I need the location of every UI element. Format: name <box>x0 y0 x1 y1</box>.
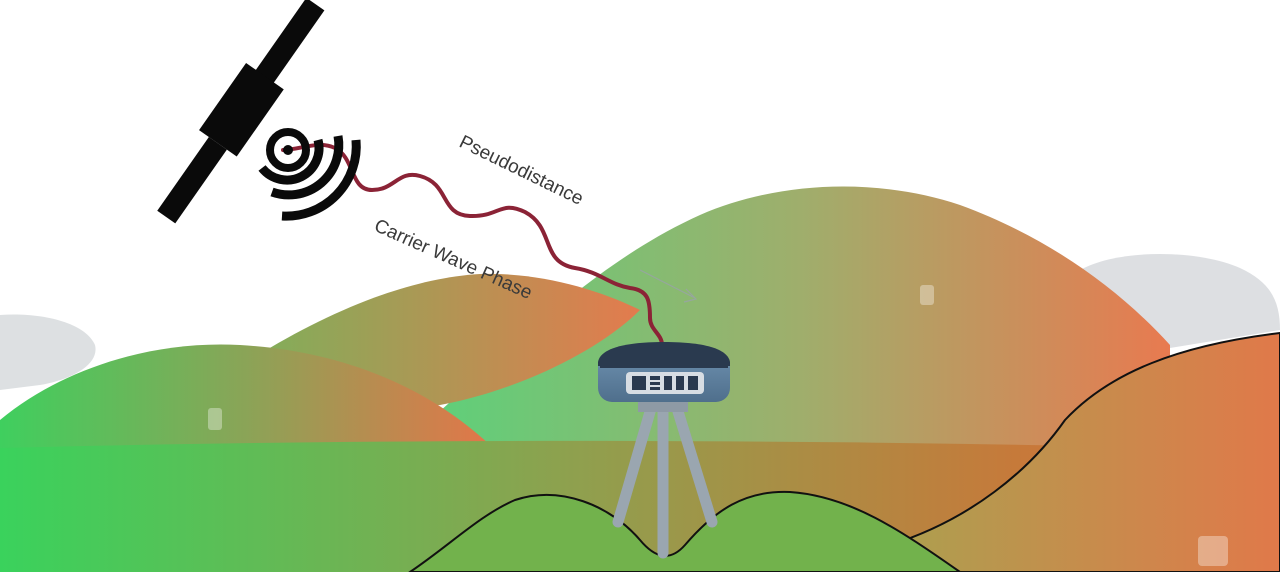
tripod-icon <box>612 399 718 559</box>
carrier-wave-signal <box>281 142 664 347</box>
gnss-receiver-icon <box>598 342 730 402</box>
right-foreground-hill <box>868 331 1280 572</box>
left-hill <box>0 344 490 460</box>
pseudodistance-label: Pseudodistance <box>456 132 587 210</box>
background-cloud-right <box>1080 254 1280 348</box>
background-cloud-left <box>0 314 96 390</box>
pseudodistance-arrow <box>639 269 698 303</box>
signal-waves-icon <box>258 135 361 221</box>
satellite-icon <box>157 0 325 224</box>
watermark-marks <box>208 285 1228 566</box>
front-green-hills <box>408 490 962 572</box>
